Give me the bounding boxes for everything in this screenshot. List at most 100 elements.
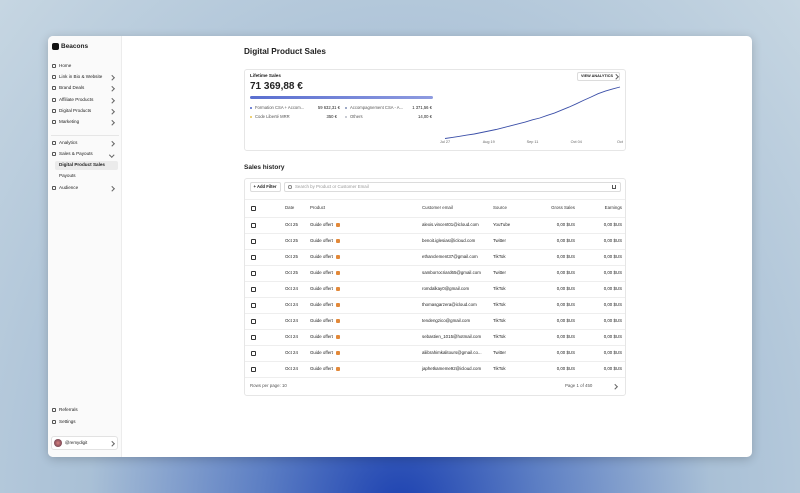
legend-amount: 14,00 € [418, 113, 432, 119]
cell: Oct 24 [285, 285, 298, 291]
product-icon [336, 239, 340, 243]
checkbox[interactable] [251, 222, 256, 228]
product-icon [336, 287, 340, 291]
legend-dot [250, 115, 253, 119]
checkbox[interactable] [251, 350, 256, 356]
search-placeholder: Search by Product or Customer Email [295, 183, 369, 189]
nav-icon [52, 408, 56, 412]
nav-item[interactable]: Digital Product Sales [59, 161, 105, 167]
cell: Twitter [493, 237, 506, 243]
nav-icon [52, 120, 56, 124]
page-indicator: Page 1 of 450 [565, 382, 593, 388]
cell: Guide offert [310, 237, 333, 243]
cell: Twitter [493, 269, 506, 275]
cell: TikTok [493, 285, 506, 291]
checkbox[interactable] [251, 334, 256, 340]
button-label: VIEW ANALYTICS [581, 73, 613, 78]
nav-item[interactable]: Digital Products [59, 107, 92, 113]
cell: 0,00 $US [603, 269, 622, 275]
summary-total: 71 369,88 € [250, 81, 303, 92]
checkbox[interactable] [251, 205, 256, 211]
cell: Guide offert [310, 349, 333, 355]
cell: Guide offert [310, 221, 333, 227]
cell: benoit.iglesias@icloud.com [422, 237, 476, 243]
nav-item[interactable]: Payouts [59, 172, 76, 178]
nav-item[interactable]: Sales & Payouts [59, 150, 93, 156]
nav-icon [52, 86, 56, 90]
sales-table [244, 178, 626, 396]
row-divider [245, 265, 625, 266]
nav-icon [52, 152, 56, 156]
cell: 0,00 $US [556, 253, 575, 259]
checkbox[interactable] [251, 318, 256, 324]
cell: 0,00 $US [556, 221, 575, 227]
product-icon [336, 223, 340, 227]
cell: Guide offert [310, 269, 333, 275]
user-handle: @remydigit [65, 439, 88, 445]
column-header: Earnings [604, 204, 622, 210]
checkbox[interactable] [251, 286, 256, 292]
legend-name: Code Liberté MRR [255, 113, 290, 119]
row-divider [245, 313, 625, 314]
checkbox[interactable] [251, 254, 256, 260]
product-icon [336, 351, 340, 355]
cell: tendengzico@gmail.com [422, 317, 471, 323]
legend-amount: 1 371,56 € [412, 104, 432, 110]
x-tick-label: Oct 04 [570, 140, 582, 145]
nav-item[interactable]: Brand Deals [59, 84, 85, 90]
cell: TikTok [493, 365, 506, 371]
rows-per-page: Rows per page: 10 [250, 382, 287, 388]
x-tick-label: Sep 11 [526, 140, 539, 145]
user-box[interactable] [51, 436, 118, 450]
cell: Guide offert [310, 301, 333, 307]
cell: TikTok [493, 317, 506, 323]
cell: Guide offert [310, 333, 333, 339]
x-tick-label: Aug 19 [482, 140, 495, 145]
nav-icon [52, 75, 56, 79]
section-title: Sales history [244, 163, 285, 171]
nav-item[interactable]: Link in Bio & Website [59, 73, 103, 79]
avatar [54, 439, 62, 447]
cell: 0,00 $US [556, 365, 575, 371]
cell: japhetkameme92@icloud.com [422, 365, 482, 371]
nav-item[interactable]: Marketing [59, 118, 80, 124]
cell: Guide offert [310, 317, 333, 323]
download-icon[interactable] [612, 185, 616, 189]
product-icon [336, 271, 340, 275]
x-tick-label: Oct [617, 140, 623, 145]
cell: Oct 25 [285, 253, 298, 259]
progress-bar [250, 96, 433, 99]
legend-name: Formation CSA + Accom... [255, 104, 305, 110]
nav-item[interactable]: Affiliate Products [59, 96, 94, 102]
cell: Oct 24 [285, 301, 298, 307]
cell: aliibrahimkalitours@gmail.co... [422, 349, 482, 355]
cell: sebastien_1015@hotmail.com [422, 333, 482, 339]
product-icon [336, 335, 340, 339]
column-header: Customer email [422, 204, 453, 210]
legend-dot [345, 115, 348, 119]
nav-item[interactable]: Analytics [59, 139, 78, 145]
cell: 0,00 $US [603, 317, 622, 323]
add-filter-button[interactable] [250, 182, 281, 192]
cell: ethanclement37@gmail.com [422, 253, 478, 259]
checkbox[interactable] [251, 366, 256, 372]
nav-item[interactable]: Audience [59, 184, 79, 190]
nav-item[interactable]: Home [59, 62, 72, 68]
logo-icon [52, 43, 59, 50]
nav-icon [52, 141, 56, 145]
search-icon [288, 185, 292, 189]
legend-amount: 59 632,31 € [317, 104, 340, 110]
search-box[interactable] [284, 182, 621, 192]
checkbox[interactable] [251, 270, 256, 276]
nav-item[interactable]: Referrals [59, 406, 78, 412]
row-divider [245, 281, 625, 282]
cell: thomasgarzera@icloud.com [422, 301, 477, 307]
view-analytics-button[interactable] [577, 72, 620, 81]
row-divider [245, 345, 625, 346]
nav-item[interactable]: Settings [59, 418, 76, 424]
header-divider [245, 199, 625, 200]
legend-dot [345, 106, 348, 110]
checkbox[interactable] [251, 238, 256, 244]
checkbox[interactable] [251, 302, 256, 308]
cell: 0,00 $US [603, 237, 622, 243]
